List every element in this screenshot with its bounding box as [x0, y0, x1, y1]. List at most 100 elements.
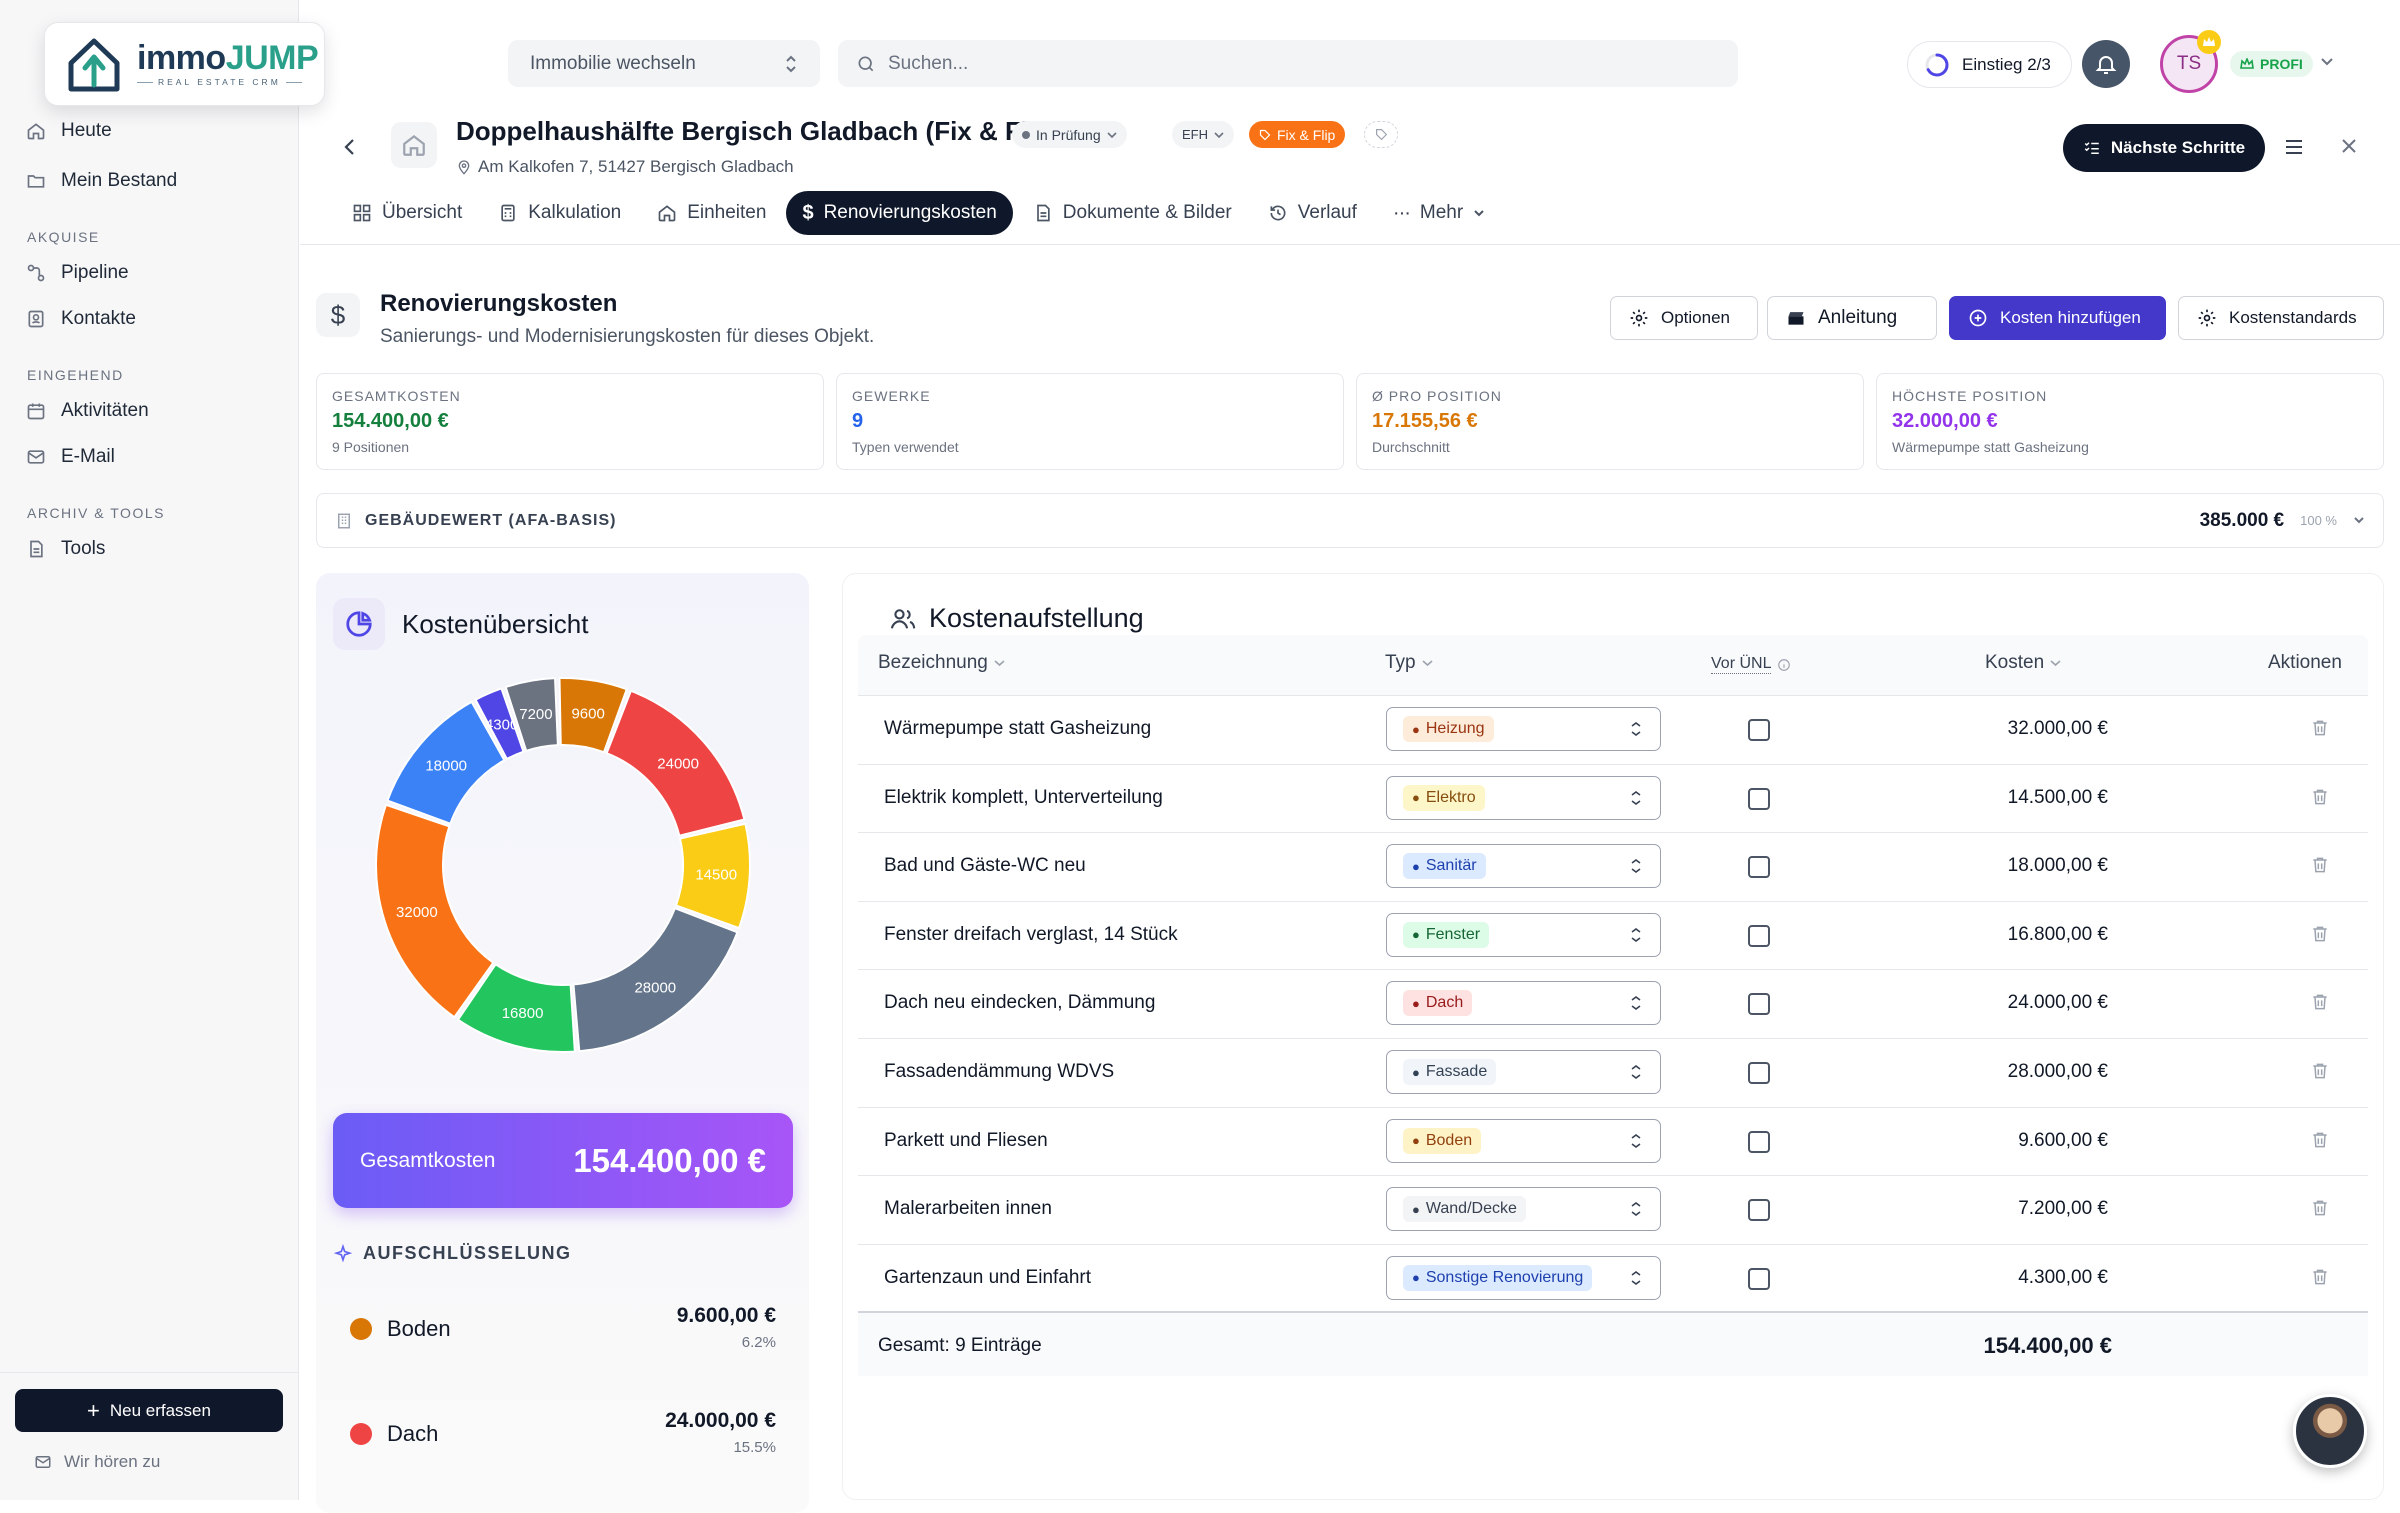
search-input[interactable]: Suchen... [838, 40, 1738, 87]
tab-dokumente[interactable]: Dokumente & Bilder [1017, 191, 1248, 235]
add-cost-button[interactable]: Kosten hinzufügen [1949, 296, 2166, 340]
tab-mehr[interactable]: ··· Mehr [1377, 191, 1501, 235]
nav-bestand[interactable]: Mein Bestand [26, 170, 177, 192]
notifications-button[interactable] [2082, 40, 2130, 88]
delete-button[interactable] [2310, 924, 2330, 944]
delete-button[interactable] [2310, 1198, 2330, 1218]
nav-pipeline[interactable]: Pipeline [26, 262, 129, 284]
delete-button[interactable] [2310, 1130, 2330, 1150]
col-header-name[interactable]: Bezeichnung [878, 652, 1005, 674]
type-select[interactable]: ● Elektro [1386, 775, 1661, 820]
col-header-type[interactable]: Typ [1385, 652, 1433, 674]
onboarding-progress[interactable]: Einstieg 2/3 [1907, 41, 2072, 88]
pre-unl-checkbox[interactable] [1748, 924, 1770, 947]
nav-kontakte[interactable]: Kontakte [26, 308, 136, 330]
feedback-link[interactable]: Wir hören zu [34, 1452, 160, 1472]
tab-uebersicht[interactable]: Übersicht [336, 191, 478, 235]
delete-button[interactable] [2310, 718, 2330, 738]
donut-slice[interactable] [674, 822, 751, 930]
contact-icon [26, 309, 46, 329]
delete-button[interactable] [2310, 787, 2330, 807]
col-header-cost[interactable]: Kosten [1985, 652, 2061, 674]
stat-max-label: HÖCHSTE POSITION [1892, 388, 2048, 404]
donut-slice[interactable] [558, 677, 628, 754]
stat-max-sub: Wärmepumpe statt Gasheizung [1892, 439, 2089, 455]
type-badge: ● Heizung [1403, 716, 1494, 742]
pre-unl-checkbox[interactable] [1748, 1062, 1770, 1084]
add-tag-button[interactable] [1364, 121, 1398, 148]
donut-slice[interactable] [504, 677, 559, 752]
neu-erfassen-button[interactable]: + Neu erfassen [15, 1389, 283, 1432]
stat-max: HÖCHSTE POSITION 32.000,00 € Wärmepumpe … [1876, 373, 2384, 470]
type-select[interactable]: ● Sanitär [1386, 844, 1661, 889]
breakdown-percent: 6.2% [741, 1334, 776, 1351]
donut-slice[interactable] [605, 689, 746, 837]
pre-unl-checkbox[interactable] [1748, 856, 1770, 879]
donut-slice[interactable] [572, 907, 739, 1053]
type-select[interactable]: ● Sonstige Renovierung [1386, 1255, 1661, 1300]
donut-slice[interactable] [375, 803, 495, 1019]
delete-button[interactable] [2310, 1267, 2330, 1287]
feedback-label: Wir hören zu [64, 1452, 161, 1471]
close-button[interactable] [2340, 137, 2358, 155]
status-dropdown[interactable]: In Prüfung [1012, 121, 1127, 148]
donut-slice-label: 24000 [657, 756, 699, 773]
col-header-unl[interactable]: Vor ÜNL [1711, 655, 1791, 674]
property-switcher[interactable]: Immobilie wechseln [508, 40, 820, 87]
nav-aktivitaeten[interactable]: Aktivitäten [26, 400, 149, 422]
building-value-row[interactable]: GEBÄUDEWERT (AFA-BASIS) 385.000 € 100 % [316, 493, 2384, 548]
type-select[interactable]: ● Heizung [1386, 707, 1661, 751]
plan-label: PROFI [2260, 56, 2303, 72]
row-name: Elektrik komplett, Unterverteilung [884, 786, 1163, 808]
type-select[interactable]: ● Dach [1386, 981, 1661, 1026]
type-select[interactable]: ● Boden [1386, 1118, 1661, 1163]
nav-tools[interactable]: Tools [26, 538, 105, 560]
donut-slice[interactable] [386, 700, 506, 825]
type-select[interactable]: ● Fassade [1386, 1050, 1661, 1094]
logo-wordmark: immoJUMP [137, 39, 319, 78]
chevron-updown-icon [1630, 1064, 1642, 1080]
tab-kalkulation[interactable]: Kalkulation [482, 191, 637, 235]
back-button[interactable] [340, 137, 360, 157]
type-select[interactable]: ● Wand/Decke [1386, 1187, 1661, 1232]
pre-unl-checkbox[interactable] [1748, 993, 1770, 1016]
trash-icon [2310, 1198, 2330, 1218]
next-steps-button[interactable]: Nächste Schritte [2063, 124, 2265, 172]
nav-email-label: E-Mail [61, 446, 115, 467]
trash-icon [2310, 855, 2330, 875]
tab-einheiten[interactable]: Einheiten [641, 191, 782, 235]
tab-renovierung[interactable]: $ Renovierungskosten [786, 191, 1013, 235]
delete-button[interactable] [2310, 1061, 2330, 1081]
pre-unl-checkbox[interactable] [1748, 787, 1770, 810]
options-button[interactable]: Optionen [1610, 296, 1758, 340]
delete-button[interactable] [2310, 855, 2330, 875]
delete-button[interactable] [2310, 992, 2330, 1012]
stat-total-label: GESAMTKOSTEN [332, 388, 461, 404]
row-name: Dach neu eindecken, Dämmung [884, 992, 1156, 1014]
pre-unl-checkbox[interactable] [1748, 719, 1770, 741]
pre-unl-checkbox[interactable] [1748, 1199, 1770, 1222]
user-menu-chevron[interactable] [2320, 57, 2334, 67]
support-avatar[interactable] [2293, 1394, 2367, 1468]
cost-standards-button[interactable]: Kostenstandards [2178, 296, 2384, 340]
guide-button[interactable]: Anleitung [1767, 296, 1937, 340]
pre-unl-checkbox[interactable] [1748, 1130, 1770, 1153]
type-select[interactable]: ● Fenster [1386, 912, 1661, 957]
stat-average-label: Ø PRO POSITION [1372, 388, 1502, 404]
donut-slice[interactable] [474, 687, 525, 760]
chevron-updown-icon [1630, 1201, 1642, 1217]
chevron-down-icon [2050, 659, 2061, 667]
nav-heute[interactable]: Heute [26, 120, 112, 142]
pre-unl-checkbox[interactable] [1748, 1267, 1770, 1290]
type-dropdown[interactable]: EFH [1172, 121, 1234, 148]
menu-button[interactable] [2284, 138, 2304, 156]
tab-verlauf[interactable]: Verlauf [1252, 191, 1373, 235]
type-label: EFH [1182, 127, 1208, 142]
bolt-icon: ● [1412, 790, 1420, 806]
app-logo[interactable]: immoJUMP REAL ESTATE CRM [44, 22, 325, 106]
donut-slice[interactable] [456, 963, 576, 1053]
nav-email[interactable]: E-Mail [26, 446, 115, 468]
user-avatar[interactable]: TS [2160, 30, 2221, 93]
breakdown-color-dot [350, 1423, 372, 1445]
nav-tools-label: Tools [61, 538, 106, 559]
